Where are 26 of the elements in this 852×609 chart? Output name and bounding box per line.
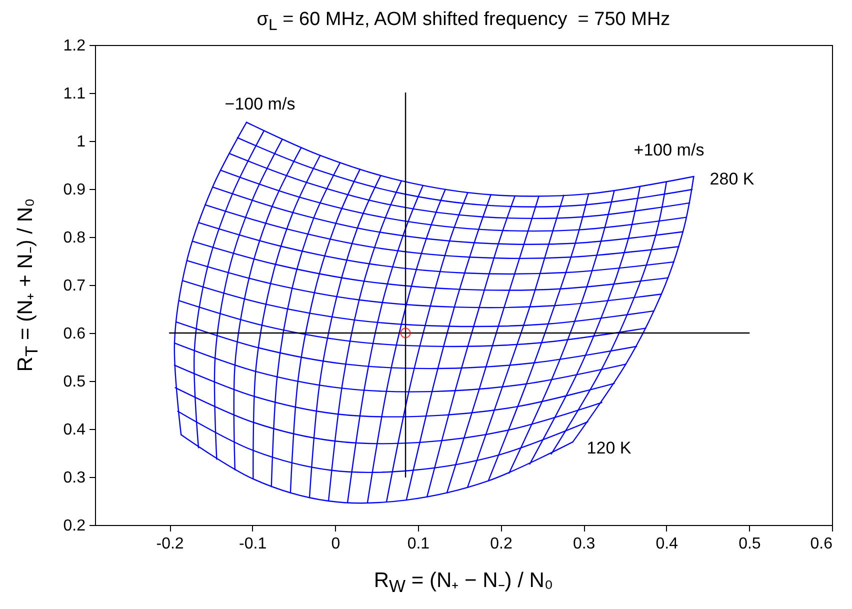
x-tick-label: 0.1: [407, 536, 430, 552]
y-tick-label: 0.5: [63, 374, 86, 390]
y-tick-label: 1.2: [63, 38, 86, 54]
y-tick-label: 0.7: [63, 278, 86, 294]
x-tick-label: 0.5: [738, 536, 761, 552]
y-tick-label: 0.9: [63, 182, 86, 198]
x-tick-label: -0.1: [239, 536, 267, 552]
y-tick-label: 0.4: [63, 422, 86, 438]
x-axis-title: R$_{W}$ = (N₊ − N₋) / N₀: [372, 569, 554, 596]
x-tick-label: 0.3: [572, 536, 596, 552]
y-tick-label: 0.8: [63, 230, 86, 246]
annotation: +100 m/s: [634, 140, 704, 160]
y-tick-label: 0.6: [63, 326, 86, 342]
annotation: 280 K: [710, 170, 754, 188]
y-tick-label: 0.3: [63, 470, 86, 486]
x-tick-label: 0.4: [656, 536, 678, 552]
x-tick-label: 0.2: [490, 536, 512, 552]
y-tick-label: 0.2: [63, 518, 86, 534]
x-tick-label: -0.2: [156, 536, 184, 552]
annotation: 120 K: [586, 438, 632, 458]
y-tick-label: 1.1: [63, 86, 86, 102]
y-tick-label: 1: [76, 134, 86, 150]
x-tick-label: 0.6: [810, 536, 833, 552]
x-tick-label: 0: [331, 536, 340, 552]
annotation: −100 m/s: [224, 94, 296, 114]
chart-title: σ$_{L}$ = 60 MHz, AOM shifted frequency = 750 MHz: [256, 9, 672, 34]
